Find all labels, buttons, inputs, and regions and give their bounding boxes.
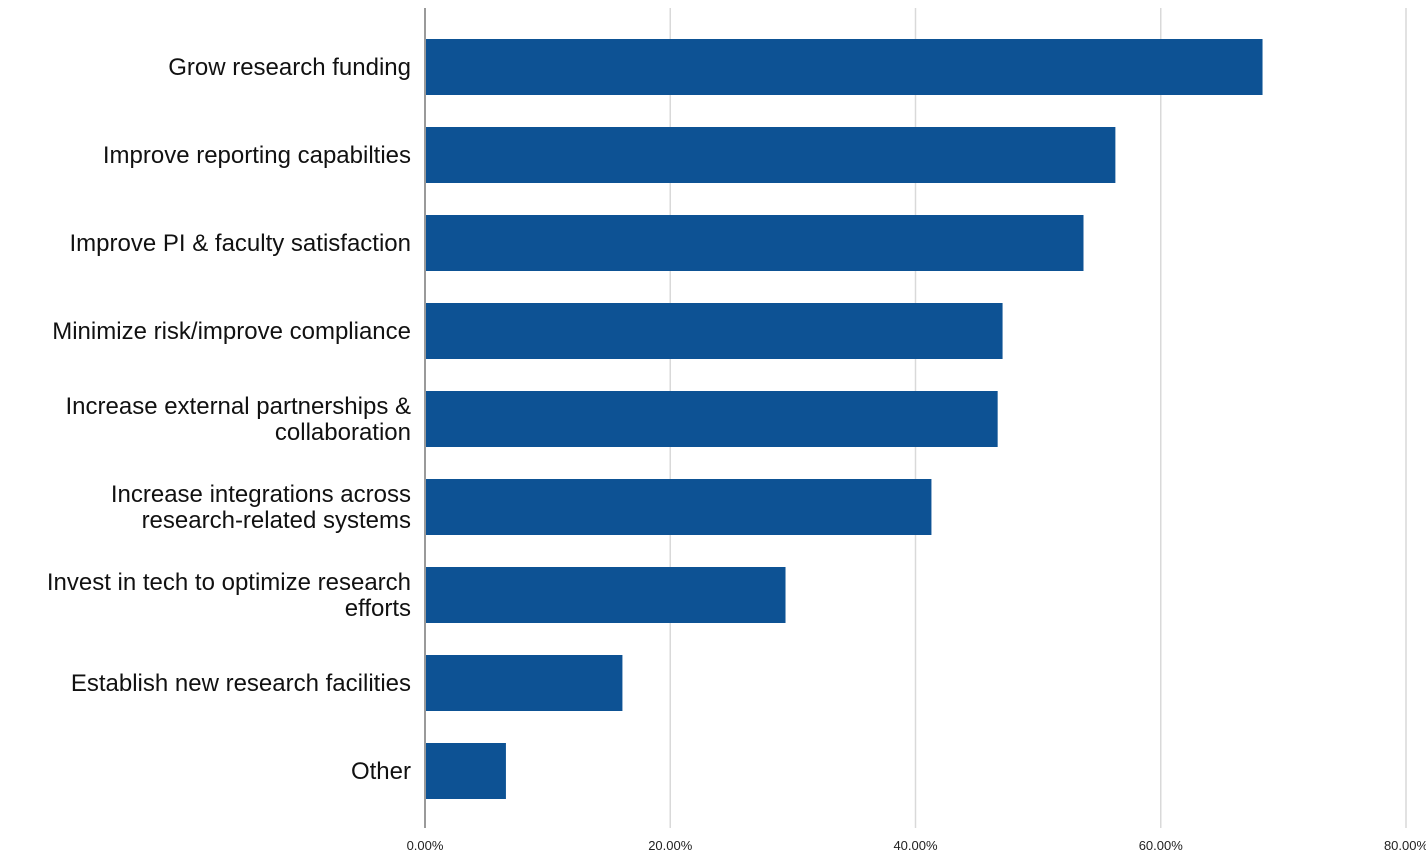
x-tick-label: 60.00% — [1139, 838, 1184, 852]
category-label: collaboration — [275, 419, 411, 446]
bar — [425, 303, 1003, 359]
bar — [425, 215, 1084, 271]
x-tick-label: 0.00% — [407, 838, 444, 852]
category-label: research-related systems — [142, 507, 411, 534]
bar — [425, 479, 932, 535]
bar — [425, 743, 506, 799]
x-axis-tick-labels: 0.00% 20.00% 40.00% 60.00% 80.00% — [407, 838, 1426, 852]
x-tick-label: 40.00% — [893, 838, 938, 852]
category-labels: Grow research funding Improve reporting c… — [47, 54, 411, 785]
x-tick-label: 80.00% — [1384, 838, 1426, 852]
category-label: efforts — [345, 595, 411, 622]
category-label: Grow research funding — [168, 54, 411, 81]
bar — [425, 127, 1116, 183]
category-label: Invest in tech to optimize research — [47, 569, 411, 596]
category-label: Establish new research facilities — [71, 670, 411, 697]
x-tick-label: 20.00% — [648, 838, 693, 852]
category-label: Improve PI & faculty satisfaction — [70, 230, 411, 257]
category-label: Other — [351, 758, 411, 785]
category-label: Increase integrations across — [111, 481, 411, 508]
bar — [425, 391, 998, 447]
category-label: Increase external partnerships & — [65, 393, 411, 420]
bar — [425, 567, 786, 623]
bar — [425, 39, 1263, 95]
category-label: Minimize risk/improve compliance — [52, 318, 411, 345]
bars — [425, 39, 1263, 799]
category-label: Improve reporting capabilties — [103, 142, 411, 169]
bar — [425, 655, 623, 711]
